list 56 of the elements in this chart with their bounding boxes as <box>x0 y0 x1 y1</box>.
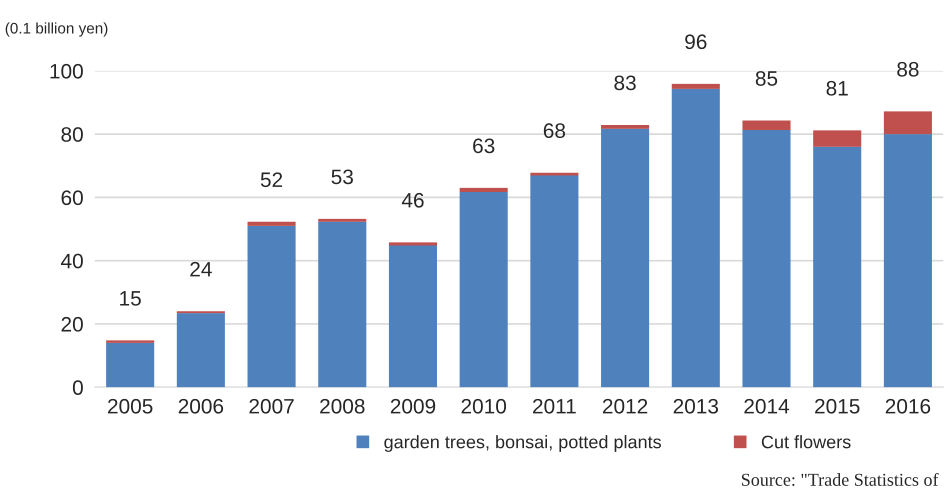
bar <box>813 130 862 147</box>
bar <box>672 84 720 89</box>
total-label: 46 <box>402 192 424 208</box>
x-tick-label: 2005 <box>108 398 152 414</box>
y-tick-label: 20 <box>62 316 83 332</box>
x-tick-label: 2015 <box>815 398 860 414</box>
total-label: 96 <box>685 34 706 50</box>
bar <box>248 222 296 226</box>
bar <box>318 222 366 388</box>
y-tick-label: 100 <box>50 64 83 79</box>
bar <box>672 88 720 388</box>
bar <box>388 245 438 388</box>
x-tick-label: 2013 <box>674 398 718 414</box>
legend-label: Cut flowers <box>762 435 851 448</box>
x-tick-label: 2011 <box>533 398 576 414</box>
x-tick-label: 2016 <box>886 398 930 414</box>
bar <box>813 146 862 388</box>
y-tick-label: 0 <box>72 380 83 395</box>
bar <box>106 340 154 343</box>
legend-label: garden trees, bonsai, potted plants <box>384 435 661 452</box>
total-label: 68 <box>544 123 566 138</box>
total-label: 24 <box>190 262 212 276</box>
bar <box>742 120 791 130</box>
total-label: 85 <box>756 71 778 86</box>
bar <box>601 128 650 388</box>
bar <box>388 242 438 246</box>
bar <box>530 176 578 388</box>
bar <box>530 172 578 176</box>
bar <box>248 226 296 388</box>
x-tick-label: 2012 <box>602 398 648 414</box>
total-label: 53 <box>332 169 353 184</box>
y-tick-label: 60 <box>62 190 83 206</box>
bar <box>742 130 791 388</box>
total-label: 88 <box>897 62 919 77</box>
x-tick-label: 2007 <box>249 398 294 414</box>
x-tick-label: 2010 <box>462 398 506 414</box>
bar <box>460 188 508 192</box>
bar <box>884 134 932 388</box>
bar <box>460 192 508 388</box>
x-tick-label: 2009 <box>390 398 436 414</box>
y-tick-label: 40 <box>60 254 83 268</box>
y-axis-title: (0.1 billion yen) <box>6 22 108 37</box>
x-tick-label: 2008 <box>320 398 365 414</box>
y-tick-label: 80 <box>61 127 83 142</box>
total-label: 63 <box>473 138 494 154</box>
bar <box>884 111 932 134</box>
bar <box>176 313 225 388</box>
total-label: 81 <box>826 80 848 96</box>
x-tick-label: 2006 <box>178 398 224 414</box>
total-label: 52 <box>260 172 282 188</box>
bar <box>601 124 650 129</box>
total-label: 83 <box>614 76 636 90</box>
x-tick-label: 2014 <box>744 398 790 414</box>
source-note: Source: "Trade Statistics of <box>742 472 939 486</box>
bar <box>106 342 154 388</box>
total-label: 15 <box>120 291 141 306</box>
